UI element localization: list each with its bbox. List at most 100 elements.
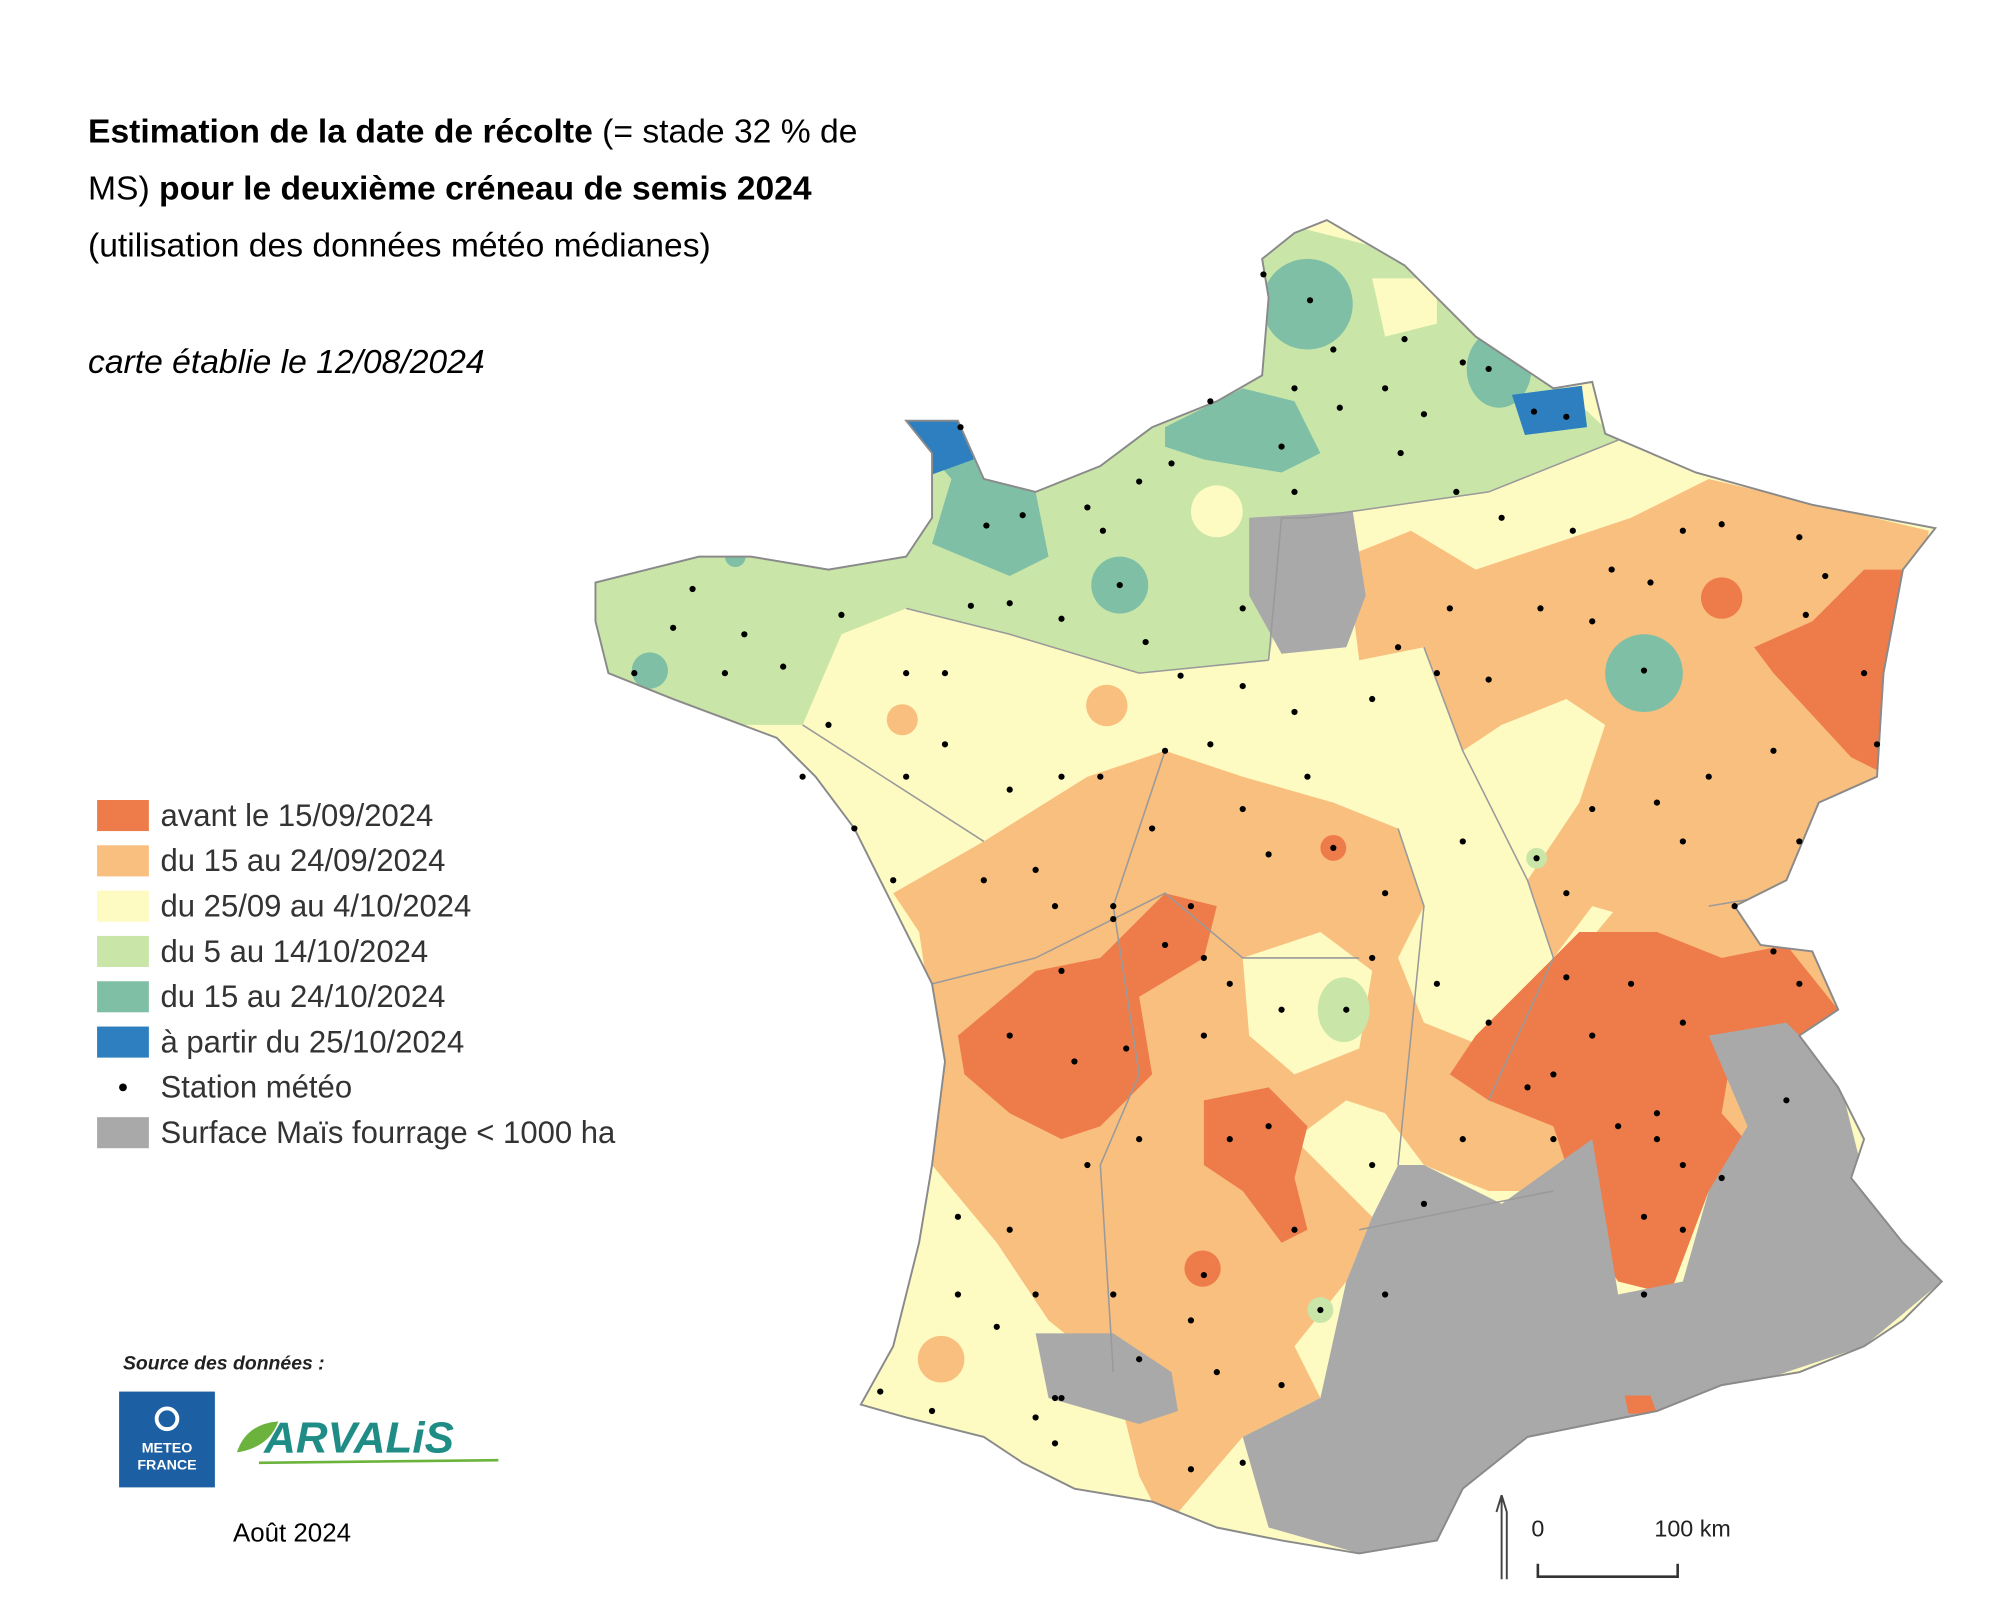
station-dot [1291,1226,1298,1233]
station-dot [1226,980,1233,987]
station-dot [1291,488,1298,496]
station-dot [689,585,696,593]
zone-area [1754,569,1916,777]
station-dot [1187,1317,1195,1324]
station-dot [1485,365,1492,373]
station-dot [1433,980,1440,987]
station-dot [1136,1136,1143,1143]
station-dot [1058,967,1065,974]
station-dot [1265,1123,1272,1130]
legend-station-dot [119,1083,127,1092]
station-dot [1524,1084,1531,1091]
station-dot [1718,521,1725,528]
legend-label: Station météo [161,1070,353,1105]
station-dot [1783,1097,1790,1104]
scale-zero: 0 [1531,1516,1544,1542]
station-dot [1822,572,1829,580]
station-dot [1550,1136,1557,1143]
zone-area [886,704,918,736]
station-dot [1200,1271,1207,1279]
arvalis-leaf [236,1421,279,1453]
station-dot [1239,1459,1246,1466]
station-dot [1148,825,1156,832]
station-dot [1168,460,1175,467]
station-dot [1032,1291,1039,1298]
station-dot [1161,941,1169,949]
zone-area [1624,1395,1657,1414]
station-dot [1640,667,1648,674]
station-dot [1136,1356,1143,1363]
legend-swatch [97,1117,149,1149]
station-dot [1306,297,1314,304]
station-dot [1770,948,1777,955]
station-dot [1530,408,1538,415]
station-dot [1679,1019,1686,1026]
station-dot [1397,449,1404,457]
station-dot [1006,1226,1013,1233]
station-dot [1006,786,1013,793]
station-dot [1032,1414,1039,1421]
station-dot [1569,527,1576,534]
excluded-area [1035,1333,1178,1424]
meteo-icon [154,1406,180,1432]
station-dot [1200,1032,1207,1039]
station-dot [1226,1136,1233,1143]
station-dot [741,631,748,638]
station-dot [1653,799,1661,806]
scale-bar [1536,1563,1679,1578]
station-dot [1563,413,1570,420]
station-dot [1187,1466,1195,1473]
title-start: MS) [88,170,150,207]
station-dot [1382,385,1389,392]
zone-area [1086,684,1128,727]
station-dot [1051,903,1059,910]
station-dot [1485,676,1492,683]
station-dot [1058,773,1065,780]
station-dot [1330,844,1337,852]
station-dot [1420,1200,1428,1207]
station-dot [1394,644,1402,651]
legend-swatch [97,981,149,1013]
station-dot [1336,404,1343,411]
zone-area [1190,485,1243,538]
excluded-area [1242,1022,1942,1554]
station-dot [851,825,858,832]
legend-label: avant le 15/09/2024 [161,798,434,833]
zone-area [1449,932,1839,1295]
title-line-2: MS) pour le deuxième créneau de semis 20… [88,170,812,207]
station-dot [1032,866,1039,874]
station-dot [1653,1136,1661,1143]
station-dot [1006,1032,1013,1039]
station-dot [631,670,638,677]
station-dot [1317,1306,1324,1314]
station-dot [1382,890,1389,897]
station-dot [954,1213,962,1220]
zone-area [1262,258,1353,350]
station-dot [1731,903,1738,910]
station-dot [1615,1123,1622,1130]
title-bold: Estimation de la date de récolte [88,113,593,150]
zone-area [957,893,1217,1140]
station-dot [1433,670,1440,677]
meteo-logo-text: METEO [142,1440,193,1456]
station-dot [1369,954,1376,962]
station-dot [1278,1006,1285,1013]
station-dot [1446,605,1453,612]
station-dot [1679,838,1686,845]
station-dot [1058,615,1065,622]
zone-area [1372,278,1437,337]
station-dot [1136,478,1143,485]
station-dot [1142,638,1149,646]
station-dot [1653,1110,1661,1117]
station-dot [1207,741,1214,748]
station-dot [1873,741,1881,748]
station-dot [1369,695,1376,703]
station-dot [980,877,987,884]
zone-area [1184,1250,1221,1287]
arvalis-underline [258,1458,499,1465]
station-dot [1207,398,1214,405]
station-dot [1239,605,1246,612]
station-dot [1796,838,1803,845]
country-outline [594,218,1944,1555]
station-dot [983,522,990,529]
